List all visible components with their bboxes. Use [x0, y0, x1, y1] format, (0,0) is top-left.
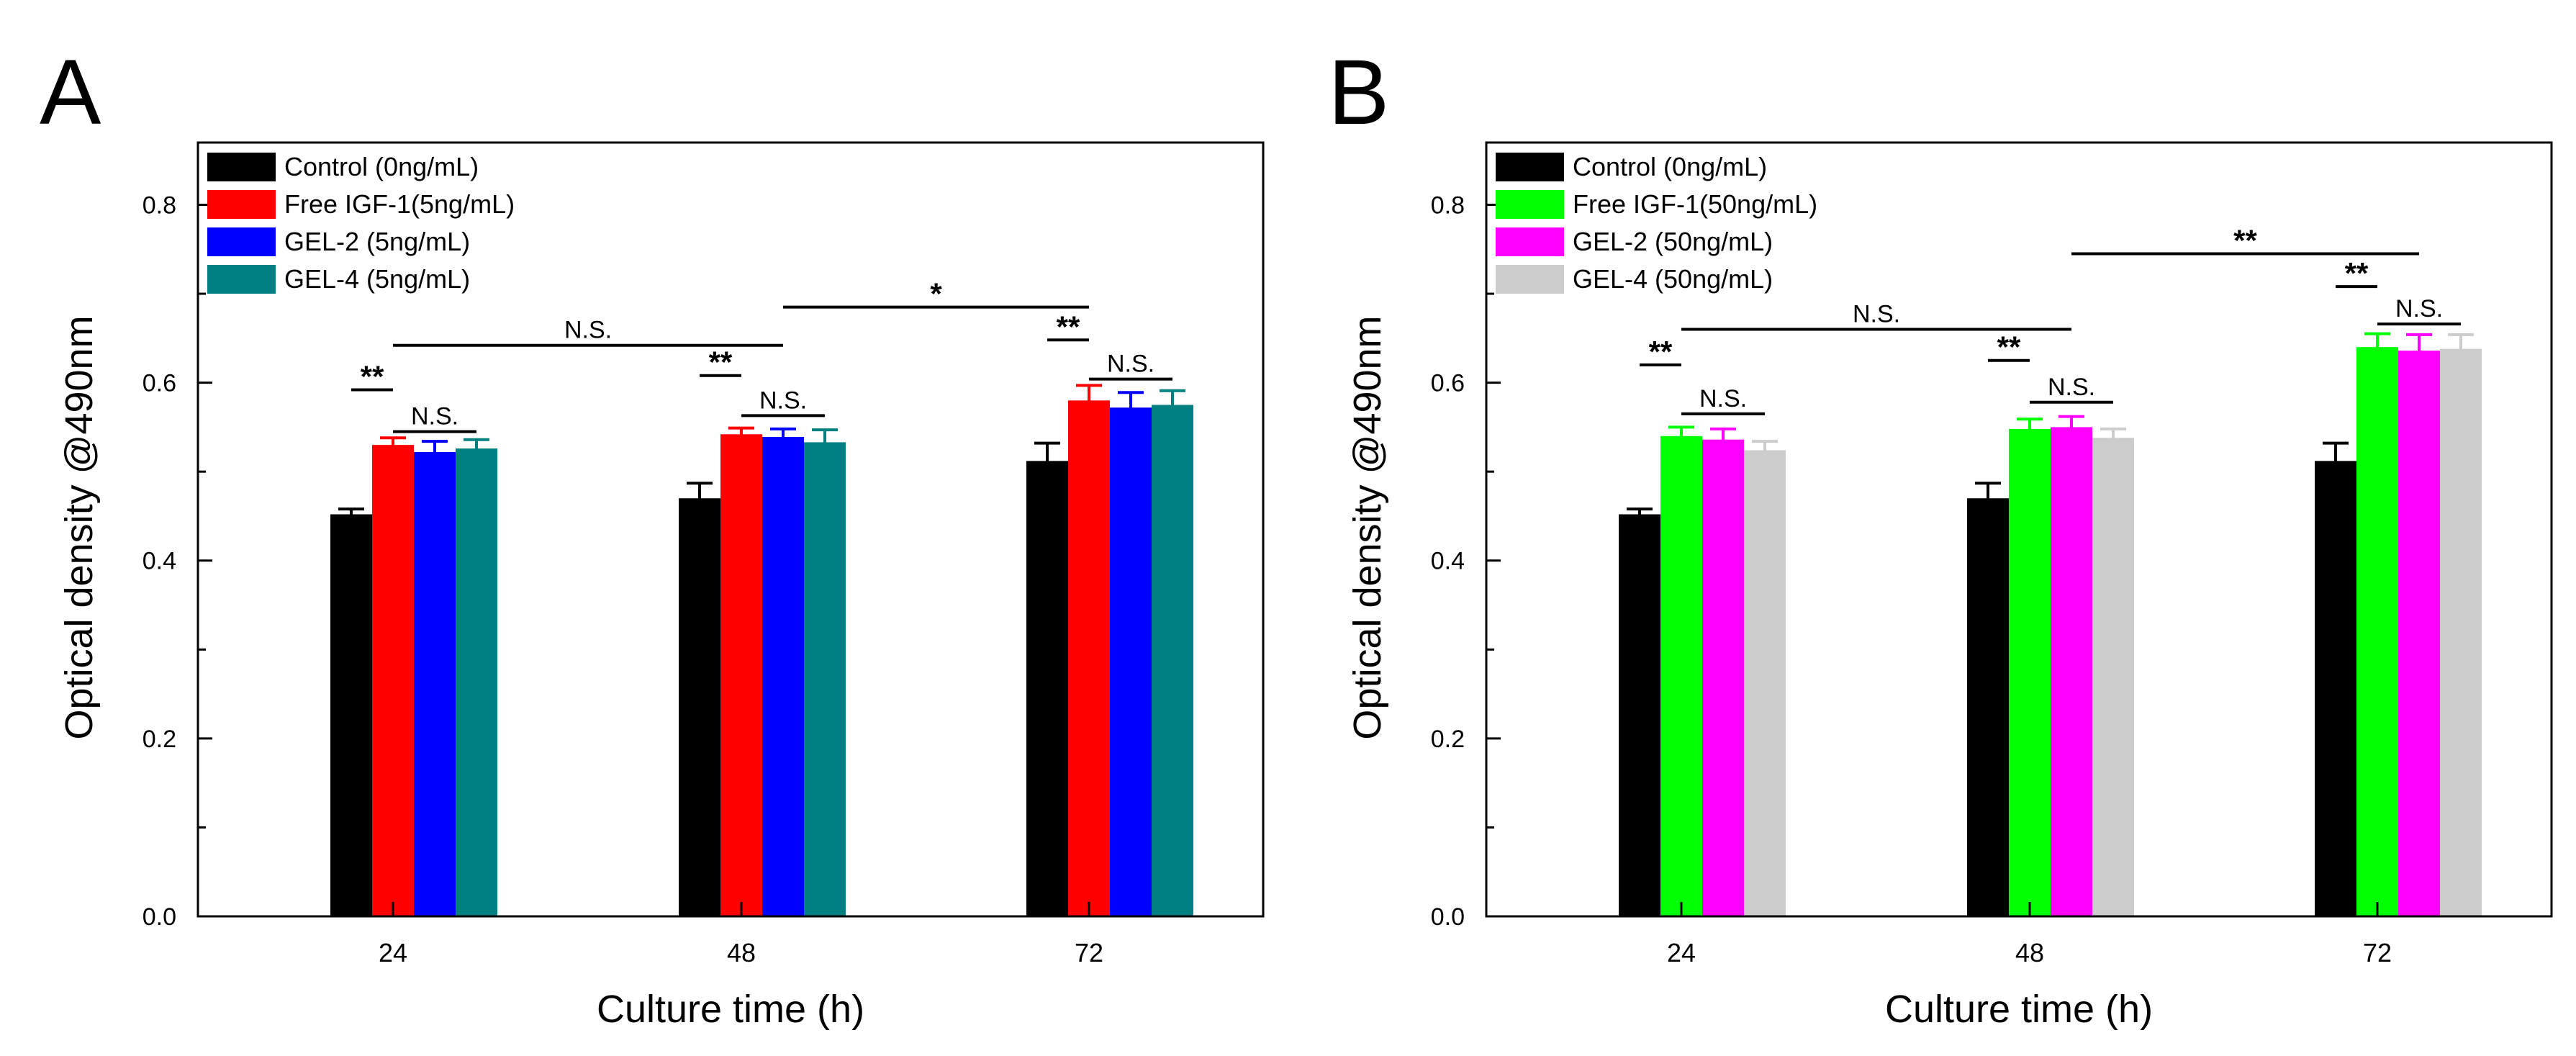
- x-tick-label: 24: [379, 938, 407, 967]
- significance-label: **: [361, 360, 384, 394]
- significance-label: **: [1057, 310, 1080, 343]
- bar: [762, 436, 804, 916]
- x-axis-title: Culture time (h): [1885, 988, 2153, 1031]
- bar: [1110, 407, 1152, 916]
- panel-a: A**N.S.N.S.**N.S.***N.S.0.00.20.40.60.82…: [40, 41, 1265, 1031]
- y-axis-title: Optical density @490nm: [58, 315, 101, 739]
- significance-label: **: [1649, 335, 1673, 369]
- bar: [2440, 348, 2482, 917]
- y-tick-label: 0.6: [1431, 370, 1465, 397]
- significance-label: N.S.: [2395, 295, 2443, 322]
- y-tick-label: 0.8: [1431, 191, 1465, 219]
- y-tick-label: 0.0: [143, 903, 176, 931]
- x-tick-label: 72: [2363, 938, 2392, 967]
- bar: [372, 445, 414, 916]
- bar: [414, 452, 456, 916]
- legend-label: Free IGF-1(50ng/mL): [1573, 189, 1817, 219]
- bar: [2051, 427, 2092, 916]
- significance-label: N.S.: [1853, 300, 1900, 328]
- significance-label: *: [930, 277, 942, 311]
- legend-swatch: [1496, 265, 1564, 294]
- y-tick-label: 0.8: [143, 191, 176, 219]
- legend-label: Free IGF-1(5ng/mL): [284, 189, 515, 219]
- plot-frame: [1485, 141, 2553, 918]
- bar: [679, 498, 720, 916]
- legend-label: GEL-2 (5ng/mL): [284, 227, 470, 256]
- x-tick-label: 24: [1667, 938, 1696, 967]
- legend-label: GEL-4 (5ng/mL): [284, 264, 470, 294]
- bar: [1660, 436, 1702, 916]
- significance-label: **: [1997, 330, 2021, 364]
- significance-label: N.S.: [411, 403, 458, 430]
- bar: [1619, 514, 1660, 916]
- bar: [2398, 351, 2440, 916]
- y-tick-label: 0.2: [143, 726, 176, 753]
- x-axis-title: Culture time (h): [597, 988, 864, 1031]
- legend-label: Control (0ng/mL): [284, 152, 479, 181]
- legend-swatch: [1496, 153, 1564, 181]
- significance-label: N.S.: [564, 317, 612, 344]
- bar: [456, 448, 497, 916]
- legend-swatch: [207, 265, 276, 294]
- panel-label: A: [40, 41, 101, 144]
- significance-label: N.S.: [1699, 385, 1747, 412]
- significance-label: **: [709, 346, 733, 379]
- legend-label: GEL-4 (50ng/mL): [1573, 264, 1773, 294]
- y-tick-label: 0.4: [143, 548, 176, 575]
- legend-swatch: [207, 227, 276, 256]
- significance-label: **: [2233, 223, 2257, 257]
- bar: [2009, 428, 2051, 916]
- x-tick-label: 48: [727, 938, 756, 967]
- x-tick-label: 72: [1075, 938, 1103, 967]
- legend-swatch: [1496, 190, 1564, 219]
- y-tick-label: 0.0: [1431, 903, 1465, 931]
- legend-swatch: [207, 153, 276, 181]
- bar: [1152, 405, 1193, 916]
- y-tick-label: 0.4: [1431, 548, 1465, 575]
- bar: [1967, 498, 2009, 916]
- bar: [2356, 347, 2398, 916]
- x-tick-label: 48: [2015, 938, 2044, 967]
- panel-label: B: [1328, 41, 1389, 144]
- y-tick-label: 0.2: [1431, 726, 1465, 753]
- significance-label: N.S.: [1107, 351, 1154, 378]
- panel-b: B ** N.S. N.S. ** N.S. ** ** N.S. 0.0 0.2 0.4 0.6 0.8…: [1328, 41, 2553, 1031]
- significance-label: N.S.: [2048, 374, 2095, 401]
- bar: [804, 442, 846, 916]
- legend-label: GEL-2 (50ng/mL): [1573, 227, 1773, 256]
- bar: [2315, 461, 2356, 916]
- y-tick-label: 0.6: [143, 370, 176, 397]
- significance-label: N.S.: [759, 387, 807, 414]
- significance-label: **: [2345, 256, 2369, 290]
- bar: [1026, 461, 1068, 916]
- plot-frame: [196, 141, 1265, 918]
- legend-label: Control (0ng/mL): [1573, 152, 1767, 181]
- bar: [330, 514, 372, 916]
- bar: [1744, 450, 1786, 916]
- bar: [1068, 400, 1110, 916]
- legend-swatch: [1496, 227, 1564, 256]
- bar: [2092, 438, 2134, 916]
- bar: [720, 434, 762, 916]
- y-axis-title: Optical density @490nm: [1346, 315, 1389, 739]
- legend-swatch: [207, 190, 276, 219]
- bar: [1702, 439, 1744, 916]
